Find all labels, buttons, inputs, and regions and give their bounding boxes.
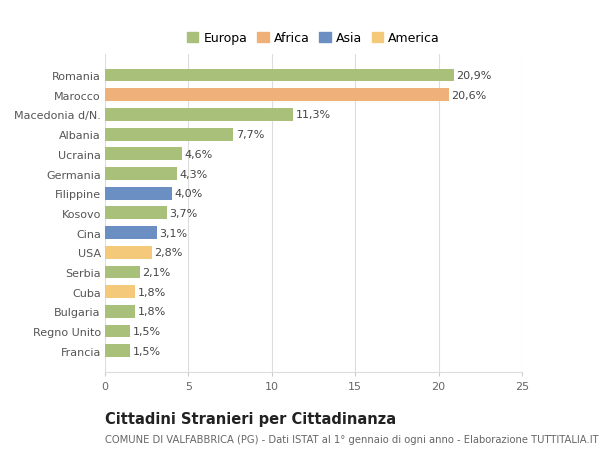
Text: COMUNE DI VALFABBRICA (PG) - Dati ISTAT al 1° gennaio di ogni anno - Elaborazion: COMUNE DI VALFABBRICA (PG) - Dati ISTAT … bbox=[105, 434, 599, 444]
Bar bbox=[105, 168, 177, 180]
Legend: Europa, Africa, Asia, America: Europa, Africa, Asia, America bbox=[185, 30, 442, 48]
Bar bbox=[105, 285, 135, 298]
Bar bbox=[105, 305, 135, 318]
Text: 2,1%: 2,1% bbox=[143, 268, 171, 277]
Bar bbox=[105, 109, 293, 122]
Text: 1,5%: 1,5% bbox=[133, 326, 161, 336]
Text: 20,9%: 20,9% bbox=[456, 71, 491, 81]
Bar bbox=[105, 207, 167, 220]
Text: 7,7%: 7,7% bbox=[236, 130, 265, 140]
Bar bbox=[105, 227, 157, 240]
Text: 4,0%: 4,0% bbox=[174, 189, 202, 199]
Text: 20,6%: 20,6% bbox=[451, 90, 487, 101]
Text: 3,7%: 3,7% bbox=[169, 208, 197, 218]
Text: 2,8%: 2,8% bbox=[154, 248, 182, 258]
Text: 1,5%: 1,5% bbox=[133, 346, 161, 356]
Bar bbox=[105, 345, 130, 358]
Bar bbox=[105, 89, 449, 102]
Text: 3,1%: 3,1% bbox=[159, 228, 187, 238]
Bar bbox=[105, 148, 182, 161]
Text: 4,6%: 4,6% bbox=[184, 150, 212, 159]
Text: 11,3%: 11,3% bbox=[296, 110, 331, 120]
Bar bbox=[105, 246, 152, 259]
Text: 4,3%: 4,3% bbox=[179, 169, 208, 179]
Text: Cittadini Stranieri per Cittadinanza: Cittadini Stranieri per Cittadinanza bbox=[105, 411, 396, 426]
Bar bbox=[105, 69, 454, 82]
Bar bbox=[105, 187, 172, 200]
Text: 1,8%: 1,8% bbox=[137, 287, 166, 297]
Bar bbox=[105, 129, 233, 141]
Bar bbox=[105, 266, 140, 279]
Text: 1,8%: 1,8% bbox=[137, 307, 166, 317]
Bar bbox=[105, 325, 130, 338]
